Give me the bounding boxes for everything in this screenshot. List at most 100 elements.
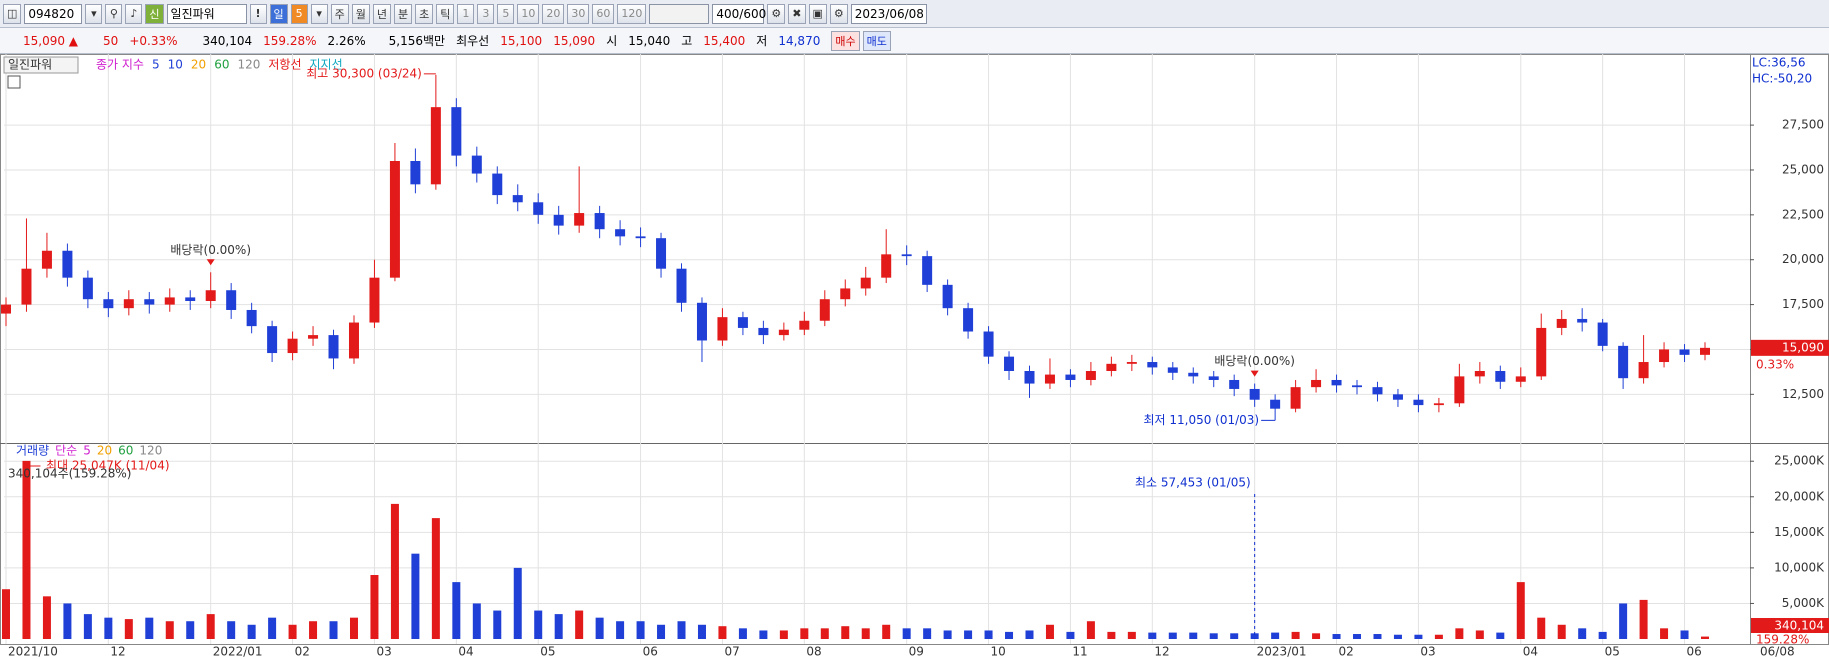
candle-body	[21, 268, 32, 305]
last-price-tag	[1751, 339, 1829, 356]
period-button[interactable]: 년	[372, 3, 392, 24]
empty-input[interactable]	[649, 3, 710, 24]
volume-bar	[1557, 624, 1566, 639]
period-n-button[interactable]: 5	[290, 3, 308, 24]
candle-body	[860, 277, 871, 289]
x-tick-label: 2021/10	[8, 645, 58, 659]
quote-volume: 340,104	[202, 33, 253, 48]
candle-body	[410, 161, 421, 185]
candle-body	[1700, 347, 1710, 355]
last-price-label: 15,090	[1782, 340, 1824, 354]
tool-button[interactable]: ⚙	[767, 3, 786, 24]
volume-bar	[1496, 632, 1505, 639]
volume-bar	[1291, 631, 1300, 639]
candle-body	[62, 250, 73, 278]
period-button[interactable]: 초	[415, 3, 434, 24]
x-tick-label: 2023/01	[1257, 645, 1307, 659]
volume-bar	[1250, 633, 1259, 639]
code-input[interactable]: 094820	[24, 3, 83, 24]
volume-bar	[1680, 630, 1689, 639]
quote-high-label: 고	[681, 34, 693, 48]
candle-body	[1618, 345, 1629, 379]
interval-button[interactable]: 10	[517, 3, 540, 24]
x-tick-label: 02	[1339, 645, 1354, 659]
volume-bar	[42, 596, 51, 639]
candle-body	[881, 254, 892, 278]
volume-bar	[616, 621, 625, 639]
interval-button[interactable]: 3	[477, 3, 495, 24]
candle-body	[1413, 399, 1424, 406]
volume-bar	[1189, 632, 1198, 639]
volume-bar	[820, 628, 829, 639]
candle-body	[369, 277, 380, 323]
period-button[interactable]: 일	[269, 3, 288, 24]
dropdown[interactable]: ▾	[85, 3, 103, 24]
candle-body	[82, 277, 93, 300]
quote-ask: 15,100	[500, 33, 543, 48]
candle-body	[737, 317, 748, 328]
volume-bar	[595, 617, 604, 639]
y-tick-label: 25,000K	[1774, 454, 1825, 468]
menu-icon[interactable]: ◫	[3, 3, 22, 24]
x-tick-label: 2022/01	[213, 645, 263, 659]
volume-bar	[1086, 621, 1095, 639]
candle-body	[1352, 385, 1363, 388]
count-input[interactable]: 400/600	[712, 3, 766, 24]
candle-body	[1392, 394, 1403, 400]
date-input[interactable]: 2023/06/08	[850, 3, 927, 24]
quote-best-label: 최우선	[456, 34, 490, 48]
x-tick-label: 04	[1523, 645, 1538, 659]
candle-body	[594, 213, 605, 230]
last-volume-label: 340,104	[1774, 619, 1824, 633]
candle-body	[451, 107, 462, 156]
lc-label: LC:36,56	[1752, 56, 1805, 70]
tool-button[interactable]: ✖	[788, 3, 806, 24]
candle-body	[778, 329, 789, 336]
volume-bar	[861, 628, 870, 639]
legend-period: 120	[237, 58, 260, 72]
sell-button[interactable]: 매도	[862, 30, 891, 51]
tool-button[interactable]: ⚙	[829, 3, 848, 24]
interval-button[interactable]: 120	[617, 3, 647, 24]
interval-button[interactable]: 1	[457, 3, 475, 24]
period-button[interactable]: 주	[330, 3, 349, 24]
x-tick-label: 06	[643, 645, 658, 659]
quote-bar: 15,090 ▲ 50 +0.33% 340,104 159.28% 2.26% 5,156…	[0, 28, 1829, 54]
period-button[interactable]: 월	[351, 3, 370, 24]
alert-button[interactable]: !	[249, 3, 267, 24]
volume-bar	[1107, 631, 1116, 639]
y-tick-label: 25,000	[1782, 162, 1824, 176]
search-button[interactable]: ⚲	[105, 3, 123, 24]
candle-body	[656, 238, 667, 269]
legend-period: 10	[168, 58, 183, 72]
dropdown[interactable]: ▾	[310, 3, 328, 24]
volume-bar	[1537, 617, 1546, 639]
interval-button[interactable]: 30	[567, 3, 590, 24]
candle-body	[1188, 372, 1199, 377]
candle-body	[123, 299, 134, 309]
candle-body	[901, 254, 912, 257]
period-button[interactable]: 분	[394, 3, 413, 24]
volume-bar	[902, 628, 911, 639]
candle-body	[819, 299, 830, 321]
volume-bar	[1639, 599, 1648, 639]
volume-bar	[83, 614, 92, 639]
buy-button[interactable]: 매수	[831, 30, 860, 51]
candle-body	[717, 317, 728, 341]
candle-body	[615, 229, 626, 237]
tool-button[interactable]: ▣	[808, 3, 827, 24]
y-tick-label: 27,500	[1782, 118, 1824, 132]
sound-button[interactable]: ♪	[125, 3, 143, 24]
candle-body	[267, 326, 278, 354]
interval-button[interactable]: 60	[592, 3, 615, 24]
name-input[interactable]: 일진파워	[166, 3, 247, 24]
volume-bar	[1373, 634, 1382, 639]
interval-button[interactable]: 5	[497, 3, 515, 24]
volume-bar	[268, 617, 277, 639]
interval-button[interactable]: 20	[542, 3, 565, 24]
quote-volume-ratio: 159.28%	[263, 33, 317, 48]
last-volume-pct: 159.28%	[1756, 633, 1809, 647]
x-tick-label: 07	[724, 645, 739, 659]
quote-change: 50	[103, 33, 119, 48]
period-button[interactable]: 틱	[436, 3, 455, 24]
